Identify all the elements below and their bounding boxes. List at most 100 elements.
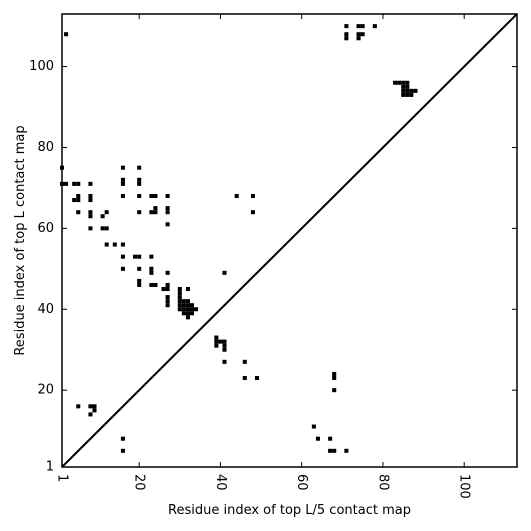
contact-point (405, 92, 410, 97)
contact-point (133, 254, 138, 259)
contact-point (153, 210, 158, 215)
contact-point (356, 32, 361, 37)
contact-point (165, 299, 170, 304)
contact-point (120, 266, 125, 271)
contact-point (137, 177, 142, 182)
contact-point (315, 436, 320, 441)
y-tick-label: 20 (37, 383, 54, 398)
contact-point (332, 388, 337, 393)
contact-point (218, 339, 223, 344)
contact-point (328, 436, 333, 441)
contact-point (181, 307, 186, 312)
contact-point (72, 181, 77, 186)
contact-point (92, 408, 97, 413)
contact-point (149, 266, 154, 271)
contact-point (64, 181, 69, 186)
contact-point (137, 254, 142, 259)
y-axis-title: Residue index of top L contact map (13, 125, 28, 355)
contact-point (104, 210, 109, 215)
contact-point (360, 32, 365, 37)
contact-point (222, 359, 227, 364)
contact-point (100, 214, 105, 219)
contact-point (409, 88, 414, 93)
contact-point (149, 270, 154, 275)
contact-point (137, 282, 142, 288)
contact-point (137, 210, 142, 215)
contact-point (165, 206, 170, 211)
x-tick-label: 20 (132, 474, 147, 491)
contact-point (397, 80, 402, 85)
y-tick-label: 60 (37, 221, 54, 236)
contact-point (120, 254, 125, 259)
y-tick-label: 1 (46, 460, 54, 475)
y-axis-ticks: 1 20 40 60 80 100 (29, 59, 517, 475)
contact-point (149, 254, 154, 259)
contact-point (311, 424, 316, 429)
contact-point (242, 359, 247, 364)
contact-point (76, 404, 81, 409)
contact-point (149, 282, 154, 288)
contact-point (165, 295, 170, 300)
contact-point (413, 88, 418, 93)
contact-point (181, 311, 186, 316)
contact-point (88, 404, 93, 409)
contact-point (185, 307, 190, 312)
contact-point (185, 315, 190, 320)
contact-point (356, 36, 361, 41)
contact-point (165, 193, 170, 199)
contact-point (149, 193, 154, 199)
contact-point (165, 222, 170, 227)
contact-point (372, 24, 377, 29)
contact-point (177, 291, 182, 296)
contact-point (405, 88, 410, 93)
contact-point (234, 193, 239, 199)
contact-point (100, 226, 105, 231)
contact-point (332, 371, 337, 376)
contact-point (153, 193, 158, 199)
contact-point (189, 307, 195, 312)
x-axis-ticks: 1 20 40 60 80 100 (55, 14, 472, 499)
contact-point (344, 36, 349, 41)
contact-point (222, 347, 227, 352)
x-tick-label: 60 (294, 474, 309, 491)
contact-point (222, 343, 227, 348)
contact-point (165, 303, 170, 308)
contact-point (328, 448, 333, 453)
contact-points (59, 24, 418, 453)
contact-point (401, 92, 406, 97)
contact-point (177, 299, 182, 304)
contact-point (88, 181, 93, 186)
contact-point (64, 32, 69, 37)
contact-point (177, 295, 182, 300)
contact-point (401, 84, 406, 89)
contact-point (165, 270, 170, 275)
contact-point (189, 303, 195, 308)
contact-point (76, 181, 81, 186)
contact-point (360, 24, 365, 29)
contact-point (92, 404, 97, 409)
contact-point (112, 242, 117, 247)
contact-point (88, 210, 93, 215)
x-tick-label: 40 (213, 474, 228, 491)
contact-point (72, 198, 77, 203)
contact-point (76, 193, 81, 199)
contact-point (161, 287, 166, 292)
contact-point (137, 266, 142, 271)
contact-point (120, 242, 125, 247)
contact-point (242, 376, 247, 381)
contact-point (356, 24, 361, 29)
contact-point (137, 278, 142, 283)
contact-point (177, 287, 182, 292)
y-tick-label: 80 (37, 140, 54, 155)
contact-point (393, 80, 398, 85)
contact-point (405, 84, 410, 89)
contact-point (344, 32, 349, 37)
contact-point (137, 165, 142, 170)
contact-point (254, 376, 260, 381)
contact-point (120, 448, 125, 453)
y-tick-label: 100 (29, 59, 54, 74)
contact-point (181, 303, 186, 308)
contact-point (120, 436, 125, 441)
contact-point (214, 343, 219, 348)
contact-point (165, 287, 170, 292)
